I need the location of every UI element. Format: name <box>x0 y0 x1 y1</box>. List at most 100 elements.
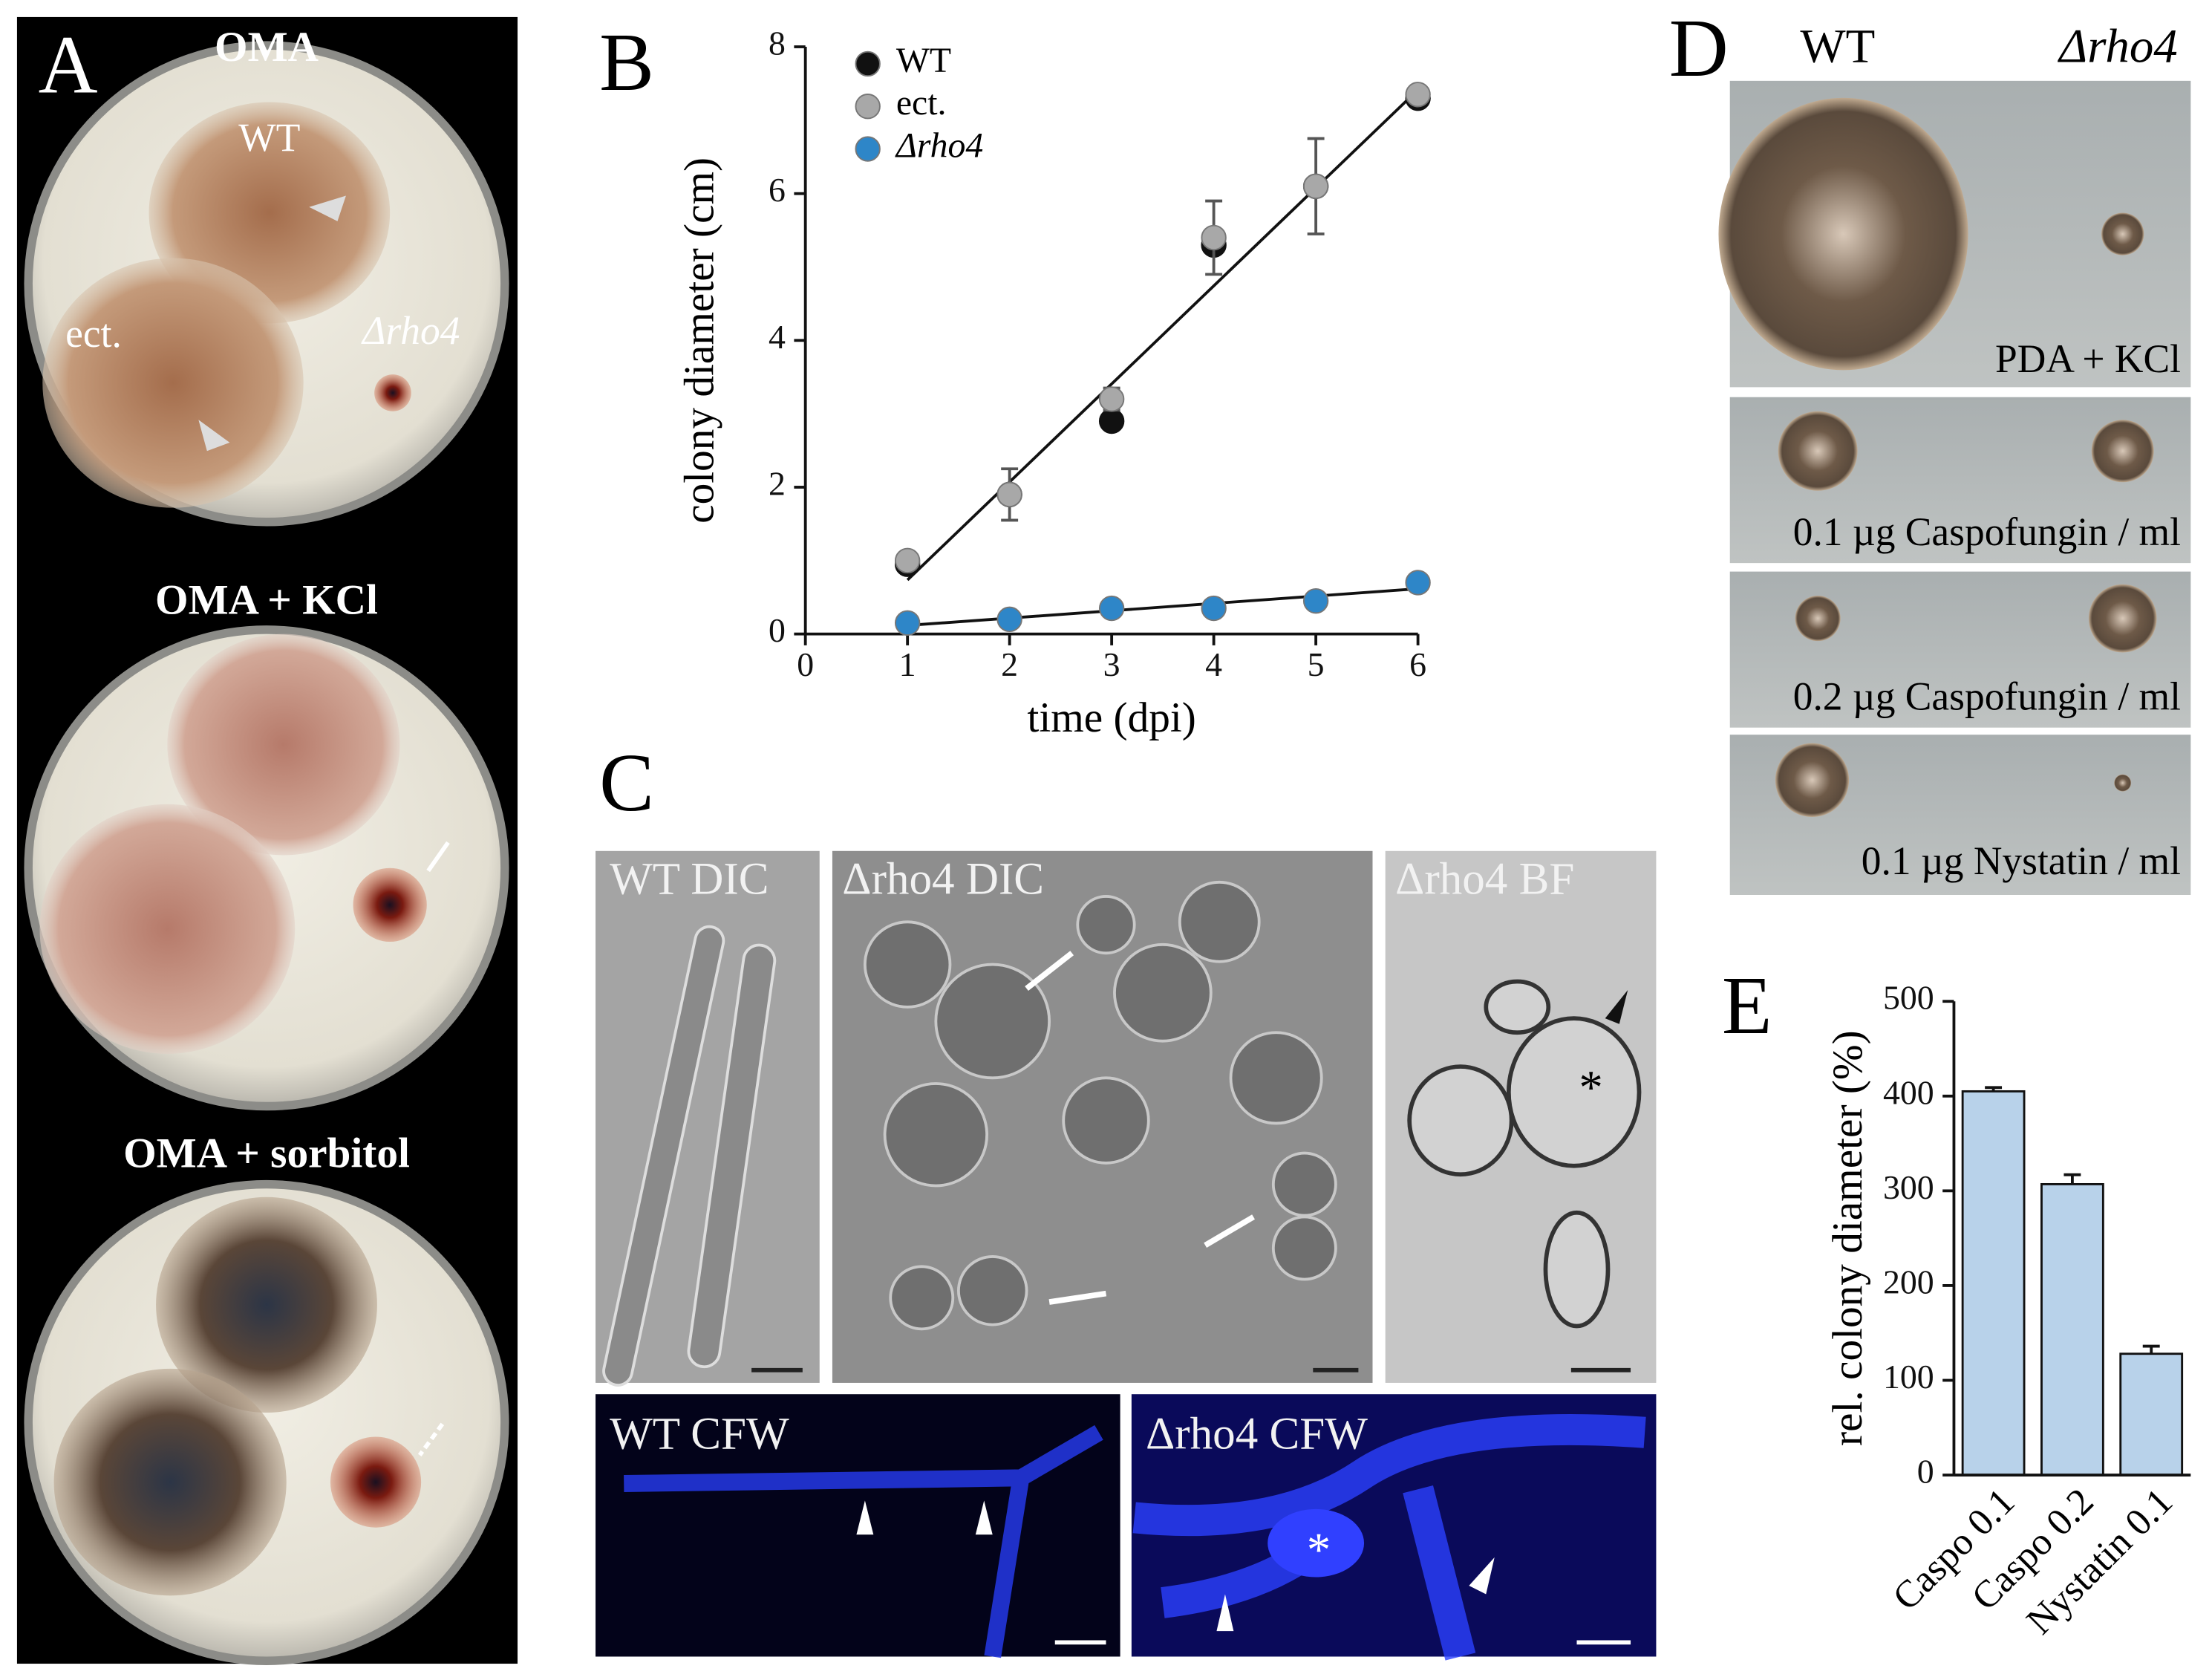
colony <box>1775 743 1850 817</box>
point <box>1098 595 1125 622</box>
arrows <box>1025 951 1256 1305</box>
legend-label: WT <box>896 41 951 80</box>
y-tick-label: 0 <box>1917 1453 1934 1491</box>
colony <box>1795 596 1841 642</box>
colony <box>1778 411 1858 491</box>
cells <box>863 880 1337 1331</box>
strain-label: WT <box>238 115 300 160</box>
point <box>1098 408 1125 434</box>
arrowhead <box>1605 989 1628 1024</box>
y-axis-label: colony diameter (cm) <box>676 157 722 524</box>
strain-label: ect. <box>65 311 122 356</box>
arrow <box>417 1422 445 1457</box>
x-tick-label: 6 <box>1409 645 1426 683</box>
panel-c: C * * WT DIC Δrho4 <box>596 737 1657 1661</box>
panel-label: E <box>1722 960 1772 1051</box>
image-label: Δrho4 CFW <box>1146 1409 1368 1459</box>
point <box>1201 224 1227 251</box>
arrowhead <box>309 195 346 221</box>
colony <box>2101 212 2144 255</box>
plate <box>24 625 509 1111</box>
legend-marker <box>855 136 881 162</box>
point <box>1201 595 1227 622</box>
colony <box>374 374 411 411</box>
hypha <box>624 1425 1103 1658</box>
bar <box>2040 1182 2104 1476</box>
legend-marker <box>855 94 881 120</box>
cells <box>1407 979 1642 1329</box>
trend-line <box>907 587 1418 627</box>
y-tick-label: 400 <box>1883 1073 1934 1111</box>
column-label: WT <box>1800 20 1875 74</box>
panel-d: D WT Δrho4 PDA + KCl 0.1 µg Caspofungin … <box>1669 2 2191 895</box>
y-tick-label: 500 <box>1883 979 1934 1017</box>
panel-a: A OMA WT ect. Δrho4 OMA + KCl OMA + sorb… <box>16 16 518 1665</box>
colony <box>353 867 427 942</box>
y-tick-label: 200 <box>1883 1263 1934 1300</box>
error-bar <box>2063 1173 2081 1185</box>
legend-marker <box>855 51 881 77</box>
strain-label: Δrho4 <box>361 308 460 353</box>
plate-title: OMA <box>215 24 319 71</box>
colony <box>53 1368 287 1596</box>
y-tick-label: 100 <box>1883 1358 1934 1396</box>
legend-label: Δrho4 <box>895 126 983 165</box>
hypha <box>687 943 777 1369</box>
condition-label: PDA + KCl <box>1995 336 2181 381</box>
point <box>1302 587 1329 614</box>
arrowhead <box>856 1500 874 1535</box>
hypha <box>602 925 725 1387</box>
y-axis-label: rel. colony diameter (%) <box>1824 1030 1871 1446</box>
plate <box>24 1179 509 1665</box>
x-tick-label: 0 <box>797 645 814 683</box>
colony <box>2114 774 2132 792</box>
plate-title: OMA + KCl <box>155 577 378 624</box>
arrowhead <box>1216 1594 1234 1632</box>
image-label: Δrho4 BF <box>1395 855 1574 905</box>
plate <box>24 41 509 527</box>
legend-label: ect. <box>896 83 947 123</box>
point <box>1098 386 1125 412</box>
bar <box>2119 1352 2184 1476</box>
y-tick-label: 8 <box>769 25 786 62</box>
y-tick-label: 6 <box>769 171 786 209</box>
point <box>894 547 921 573</box>
swelling <box>1268 1508 1365 1578</box>
x-axis-label: time (dpi) <box>1027 694 1195 741</box>
x-tick-label: 1 <box>899 645 916 683</box>
panel-label: D <box>1669 2 1729 94</box>
image-label: WT DIC <box>610 855 769 905</box>
panel-label: B <box>599 16 654 108</box>
arrowhead <box>1469 1557 1495 1595</box>
arrowhead <box>975 1500 993 1535</box>
panel-label: A <box>39 19 98 111</box>
arrow <box>426 841 450 873</box>
image-label: WT CFW <box>610 1409 789 1459</box>
condition-label: 0.2 µg Caspofungin / ml <box>1793 674 2181 719</box>
colony <box>39 804 296 1054</box>
y-tick-label: 300 <box>1883 1168 1934 1206</box>
point <box>1405 82 1431 108</box>
arrowhead <box>198 420 230 452</box>
x-tick-label: 4 <box>1205 645 1222 683</box>
asterisk: * <box>1307 1523 1331 1577</box>
colony <box>2088 584 2157 653</box>
colony <box>1718 97 1968 371</box>
point <box>996 481 1022 508</box>
colony <box>330 1436 422 1528</box>
trend-line <box>906 88 1419 582</box>
point <box>1405 570 1431 596</box>
y-tick-label: 0 <box>769 611 786 649</box>
image-label: Δrho4 DIC <box>842 855 1044 905</box>
panel-label: C <box>599 737 654 828</box>
point <box>996 606 1022 633</box>
column-label: Δrho4 <box>2057 20 2178 74</box>
bar <box>1961 1090 2026 1476</box>
y-tick-label: 2 <box>769 464 786 502</box>
y-tick-label: 4 <box>769 318 786 356</box>
error-bar <box>2142 1344 2160 1354</box>
micrograph <box>596 1394 1120 1657</box>
x-tick-label: 2 <box>1001 645 1018 683</box>
